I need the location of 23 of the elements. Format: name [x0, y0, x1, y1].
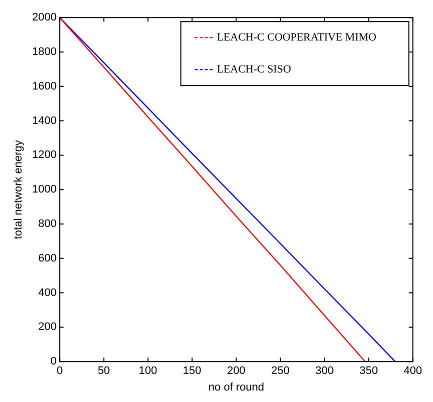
x-axis-title: no of round	[208, 381, 264, 394]
y-tick-label: 1800	[32, 46, 57, 58]
y-tick-label: 1400	[32, 114, 57, 127]
x-tick-label: 350	[360, 365, 378, 378]
x-tick-label: 300	[315, 365, 334, 378]
y-axis-title: total network energy	[12, 140, 25, 240]
legend-label: LEACH-C SISO	[216, 63, 292, 76]
x-tick-label: 400	[404, 365, 422, 378]
y-tick-label: 1600	[32, 80, 57, 92]
y-tick-label: 1000	[32, 184, 57, 196]
x-tick-label: 50	[98, 365, 110, 378]
x-tick-label: 100	[138, 365, 158, 378]
x-tick-label: 150	[182, 365, 202, 378]
y-tick-label: 800	[38, 218, 57, 230]
y-tick-label: 400	[38, 286, 57, 299]
y-tick-label: 200	[38, 321, 57, 334]
y-tick-label: 1200	[32, 149, 57, 162]
x-tick-label: 250	[271, 365, 290, 378]
y-tick-label: 2000	[32, 12, 57, 24]
x-tick-label: 200	[227, 365, 246, 378]
y-tick-label: 600	[38, 252, 57, 264]
legend-label: LEACH-C COOPERATIVE MIMO	[216, 31, 376, 44]
y-tick-label: 0	[50, 356, 57, 368]
